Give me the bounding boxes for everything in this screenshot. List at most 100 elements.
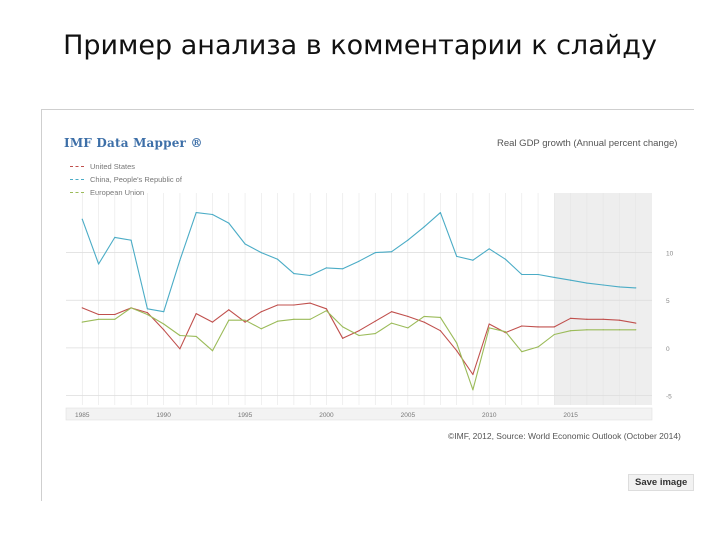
imf-data-mapper-logo: IMF Data Mapper ® xyxy=(64,136,203,150)
x-axis-band xyxy=(65,407,653,421)
source-note: ©IMF, 2012, Source: World Economic Outlo… xyxy=(448,431,681,441)
data-point-china-1998 xyxy=(293,272,295,275)
data-point-eu-2007 xyxy=(439,316,441,318)
data-point-eu-1987 xyxy=(114,318,116,320)
data-point-china-2007 xyxy=(439,212,441,214)
y-tick-label-0: 0 xyxy=(666,346,670,353)
data-point-eu-1994 xyxy=(228,319,230,321)
data-point-china-2001 xyxy=(342,268,344,270)
data-point-eu-2006 xyxy=(423,315,425,318)
x-tick-label-1995: 1995 xyxy=(238,412,253,419)
data-point-china-2019 xyxy=(635,287,637,289)
data-point-us-2003 xyxy=(374,320,376,322)
y-tick-label-10: 10 xyxy=(666,251,674,258)
slide-title: Пример анализа в комментарии к слайду xyxy=(63,30,657,61)
data-point-us-1986 xyxy=(97,313,100,316)
data-point-china-2012 xyxy=(521,273,523,276)
data-point-us-2000 xyxy=(325,308,328,310)
data-point-us-2015 xyxy=(570,317,572,319)
data-point-us-2001 xyxy=(342,337,344,339)
chart-legend: United States China, People's Republic o… xyxy=(70,160,182,199)
data-point-china-2010 xyxy=(488,248,490,250)
data-point-eu-2015 xyxy=(570,330,572,332)
data-point-eu-2001 xyxy=(342,326,344,328)
data-point-china-1987 xyxy=(114,236,116,238)
data-point-us-2006 xyxy=(423,321,425,323)
data-point-eu-1989 xyxy=(146,313,148,316)
legend-swatch-eu xyxy=(70,192,84,193)
data-point-us-1999 xyxy=(309,302,311,304)
data-point-china-1993 xyxy=(211,213,214,216)
data-point-us-1997 xyxy=(277,304,279,306)
data-point-china-2013 xyxy=(537,273,539,276)
data-point-eu-2011 xyxy=(504,331,507,333)
x-tick-label-2005: 2005 xyxy=(401,412,416,419)
data-point-china-1992 xyxy=(195,212,197,214)
data-point-china-2006 xyxy=(423,226,425,228)
data-point-us-2004 xyxy=(390,311,393,313)
data-point-china-1997 xyxy=(277,258,279,260)
data-point-us-1993 xyxy=(211,321,214,323)
data-point-china-1985 xyxy=(81,218,83,220)
x-tick-label-1990: 1990 xyxy=(156,412,171,419)
data-point-eu-1995 xyxy=(244,319,246,321)
data-point-china-2005 xyxy=(407,239,409,241)
data-point-eu-2010 xyxy=(488,327,490,329)
data-point-eu-2019 xyxy=(635,329,637,331)
data-point-eu-2017 xyxy=(602,329,604,331)
data-point-china-1991 xyxy=(179,259,181,261)
data-point-us-1987 xyxy=(114,313,116,316)
data-point-eu-1992 xyxy=(195,335,197,338)
legend-item-eu[interactable]: European Union xyxy=(70,186,182,199)
data-point-us-1985 xyxy=(81,307,83,309)
data-point-eu-2002 xyxy=(358,334,360,337)
data-point-eu-1986 xyxy=(97,318,100,320)
save-image-button[interactable]: Save image xyxy=(628,474,695,491)
data-point-us-2012 xyxy=(521,325,523,327)
legend-swatch-china xyxy=(70,179,84,180)
chart-title: Real GDP growth (Annual percent change) xyxy=(497,138,678,149)
data-point-eu-2003 xyxy=(374,332,376,335)
data-point-eu-2005 xyxy=(407,327,409,329)
data-point-china-2018 xyxy=(618,286,621,288)
legend-swatch-us xyxy=(70,166,84,167)
data-point-us-2014 xyxy=(553,326,555,328)
data-point-eu-2018 xyxy=(618,329,621,331)
data-point-us-1991 xyxy=(179,348,181,350)
data-point-china-2008 xyxy=(456,255,458,258)
data-point-us-1992 xyxy=(195,312,197,315)
data-point-us-1994 xyxy=(228,309,230,311)
x-tick-label-2010: 2010 xyxy=(482,412,497,419)
data-point-us-1990 xyxy=(163,329,165,331)
data-point-us-2016 xyxy=(586,318,588,320)
data-point-eu-2004 xyxy=(390,322,393,324)
data-point-eu-1999 xyxy=(309,318,311,320)
x-tick-label-2000: 2000 xyxy=(319,412,334,419)
legend-label-china: China, People's Republic of xyxy=(90,175,182,184)
data-point-us-1989 xyxy=(146,312,148,314)
data-point-china-1988 xyxy=(130,239,132,241)
data-point-china-1990 xyxy=(163,311,165,313)
data-point-eu-1991 xyxy=(179,334,181,337)
data-point-us-1995 xyxy=(244,321,246,323)
data-point-china-2003 xyxy=(374,252,376,254)
x-tick-label-2015: 2015 xyxy=(563,412,578,419)
data-point-us-2010 xyxy=(488,323,490,325)
data-point-china-1986 xyxy=(97,263,100,265)
data-point-us-2009 xyxy=(472,373,474,376)
data-point-eu-2009 xyxy=(472,389,474,391)
legend-item-us[interactable]: United States xyxy=(70,160,182,173)
data-point-eu-1988 xyxy=(130,307,132,309)
legend-item-china[interactable]: China, People's Republic of xyxy=(70,173,182,186)
data-point-us-2018 xyxy=(618,319,621,321)
data-point-us-2008 xyxy=(456,350,458,352)
data-point-china-2014 xyxy=(553,276,555,278)
data-point-eu-1993 xyxy=(211,350,214,352)
data-point-china-2016 xyxy=(586,282,588,284)
data-point-us-2005 xyxy=(407,315,409,318)
data-point-china-1999 xyxy=(309,274,311,277)
data-point-eu-1996 xyxy=(260,328,262,330)
data-point-china-2015 xyxy=(570,279,572,281)
data-point-us-1996 xyxy=(260,311,262,313)
